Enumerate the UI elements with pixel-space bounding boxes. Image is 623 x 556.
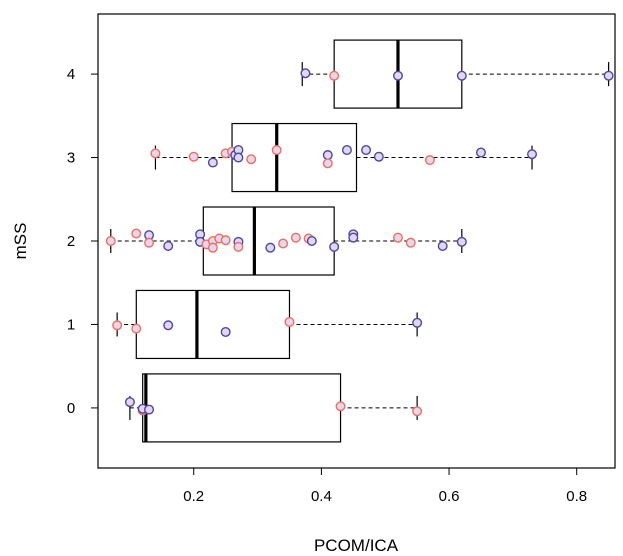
box-group-4 [301,39,610,109]
data-point [335,401,346,412]
data-point [475,147,486,158]
data-point [207,157,218,168]
data-point [527,149,538,160]
data-point [322,150,333,161]
data-point [233,241,244,252]
data-point [278,238,289,249]
data-point [105,235,116,246]
data-point [188,151,199,162]
y-tick-label: 4 [67,66,75,83]
y-axis-title: mSS [11,223,30,260]
data-point [265,242,276,253]
y-axis: 0 1 2 3 4 [67,66,98,417]
y-tick-label: 1 [67,316,75,333]
data-point [603,70,614,81]
data-point [329,241,340,252]
data-point [220,235,231,246]
x-tick-label: 0.4 [311,488,332,505]
data-point [163,241,174,252]
box-group-3 [154,122,533,193]
x-tick-label: 0.6 [439,488,460,505]
data-point [392,232,403,243]
data-point [284,316,295,327]
x-tick-label: 0.8 [566,488,587,505]
data-point [144,404,155,415]
data-point [163,320,174,331]
data-point [124,397,135,408]
data-point [150,148,161,159]
data-point [233,152,244,163]
data-point [412,406,423,417]
data-point [246,154,257,165]
data-point [392,70,403,81]
box-group-1 [116,289,418,360]
box-rect [142,373,342,443]
data-point [207,242,218,253]
data-point [437,241,448,252]
data-point [306,235,317,246]
data-point [341,145,352,156]
data-point [456,236,467,247]
data-point [322,158,333,169]
x-axis-title: PCOM/ICA [314,536,399,555]
y-tick-label: 3 [67,150,75,167]
points-layer [105,68,614,417]
data-point [373,151,384,162]
data-point [300,68,311,79]
data-point [131,323,142,334]
data-point [361,145,372,156]
y-tick-label: 0 [67,400,75,417]
data-point [348,232,359,243]
data-point [220,326,231,337]
x-tick-label: 0.2 [183,488,204,505]
data-point [144,237,155,248]
x-axis: 0.2 0.4 0.6 0.8 [183,468,587,505]
boxes-layer [110,39,610,443]
box-group-0 [129,373,418,443]
data-point [131,228,142,239]
data-point [112,320,123,331]
data-point [271,145,282,156]
data-point [424,155,435,166]
data-point [329,70,340,81]
box-rect [135,289,291,360]
data-point [405,237,416,248]
data-point [412,317,423,328]
data-point [290,232,301,243]
y-tick-label: 2 [67,233,75,250]
data-point [456,70,467,81]
